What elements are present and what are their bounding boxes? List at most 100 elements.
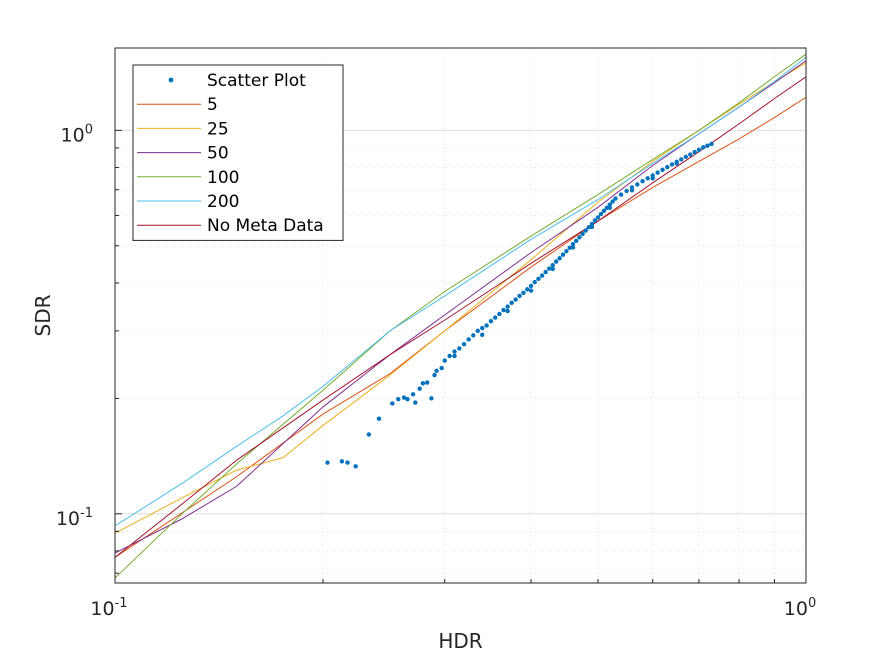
scatter-point: [564, 249, 569, 254]
scatter-point: [635, 182, 640, 187]
legend-label: No Meta Data: [207, 216, 324, 236]
series-line-5: [115, 57, 806, 527]
scatter-point: [536, 276, 541, 282]
scatter-point: [610, 199, 615, 204]
scatter-point: [501, 307, 506, 313]
scatter-point: [488, 318, 494, 324]
series-line-1: [115, 96, 806, 558]
axes: [114, 47, 807, 584]
scatter-point: [525, 287, 530, 292]
scatter-point: [439, 365, 444, 371]
scatter-point: [401, 395, 407, 400]
scatter-point: [688, 152, 693, 157]
scatter-point: [550, 263, 555, 268]
scatter-point: [592, 218, 598, 223]
scatter-point: [461, 341, 467, 347]
scatter-point: [410, 392, 416, 397]
scatter-point: [417, 386, 422, 391]
scatter-point: [345, 460, 350, 465]
scatter-point: [701, 145, 706, 150]
scatter-point: [493, 315, 498, 320]
scatter-point: [390, 401, 395, 406]
scatter-point: [484, 323, 489, 328]
scatter-point: [471, 333, 476, 338]
scatter-point: [532, 279, 537, 285]
scatter-point: [580, 231, 585, 237]
scatter-point: [420, 381, 426, 386]
series-line-4: [115, 53, 806, 579]
series-line-6: [115, 76, 806, 558]
scatter-point: [709, 141, 714, 147]
series-line-2: [115, 62, 806, 534]
scatter-point: [353, 464, 358, 469]
scatter-point: [466, 337, 471, 342]
scatter-point: [577, 235, 582, 240]
scatter-point: [554, 259, 559, 264]
series-clip: [115, 53, 806, 579]
scatter-point: [339, 459, 345, 464]
scatter-point: [640, 178, 645, 184]
scatter-point: [679, 157, 684, 162]
scatter-point: [528, 288, 534, 293]
scatter-point: [607, 202, 612, 207]
scatter-point: [547, 266, 552, 271]
scatter-point: [480, 332, 485, 337]
legend-label: 200: [207, 192, 239, 212]
scatter-point: [683, 154, 689, 160]
legend-label: 5: [207, 95, 218, 115]
y-axis-label: SDR: [31, 294, 55, 336]
scatter-point: [665, 164, 670, 170]
scatter-point: [505, 308, 510, 314]
y-tick-label: 10-1: [56, 506, 93, 530]
scatter-point: [645, 176, 650, 181]
scatter-point: [705, 143, 710, 148]
scatter-point: [550, 266, 555, 272]
axes-box: [114, 47, 807, 584]
x-tick-label: 10-1: [90, 596, 127, 620]
legend-label: 25: [207, 119, 229, 139]
scatter-point: [655, 170, 660, 175]
scatter-point: [432, 372, 437, 378]
scatter-point: [674, 161, 679, 166]
scatter-point: [557, 256, 562, 261]
scatter-point: [692, 149, 697, 155]
scatter-point: [570, 245, 576, 250]
scatter-point: [452, 353, 457, 359]
scatter-point: [457, 346, 462, 351]
legend-label: 50: [207, 144, 229, 164]
scatter-point: [366, 432, 372, 437]
legend-label: Scatter Plot: [207, 71, 306, 91]
x-axis-label: HDR: [438, 629, 482, 653]
scatter-point: [405, 397, 410, 402]
scatter-point: [509, 300, 514, 306]
scatter-point: [480, 325, 485, 331]
scatter-point: [539, 273, 545, 278]
scatter-point: [629, 188, 635, 193]
scatter-point: [442, 358, 447, 363]
legend-label: 100: [207, 168, 239, 188]
scatter-point: [618, 192, 624, 197]
scatter-point: [543, 269, 548, 275]
legend-marker: [168, 77, 174, 83]
scatter-point: [574, 238, 579, 244]
scatter-point: [570, 241, 576, 247]
scatter-point: [325, 460, 330, 465]
scatter-point: [424, 380, 430, 385]
tick-layer: 10-1 100 10-1 100: [56, 122, 816, 620]
scatter-point: [396, 397, 401, 402]
series-layer: [115, 53, 806, 579]
scatter-point: [497, 311, 502, 317]
scatter-point: [376, 416, 382, 421]
scatter-point: [429, 396, 434, 401]
scatter-point: [607, 205, 612, 211]
scatter-point: [513, 297, 518, 302]
scatter-point: [560, 252, 566, 257]
scatter-point: [696, 147, 702, 152]
scatter-point: [475, 328, 481, 334]
scatter-point: [583, 228, 588, 233]
scatter-point: [660, 167, 665, 173]
scatter-point: [601, 208, 607, 213]
scatter-point: [528, 283, 534, 289]
